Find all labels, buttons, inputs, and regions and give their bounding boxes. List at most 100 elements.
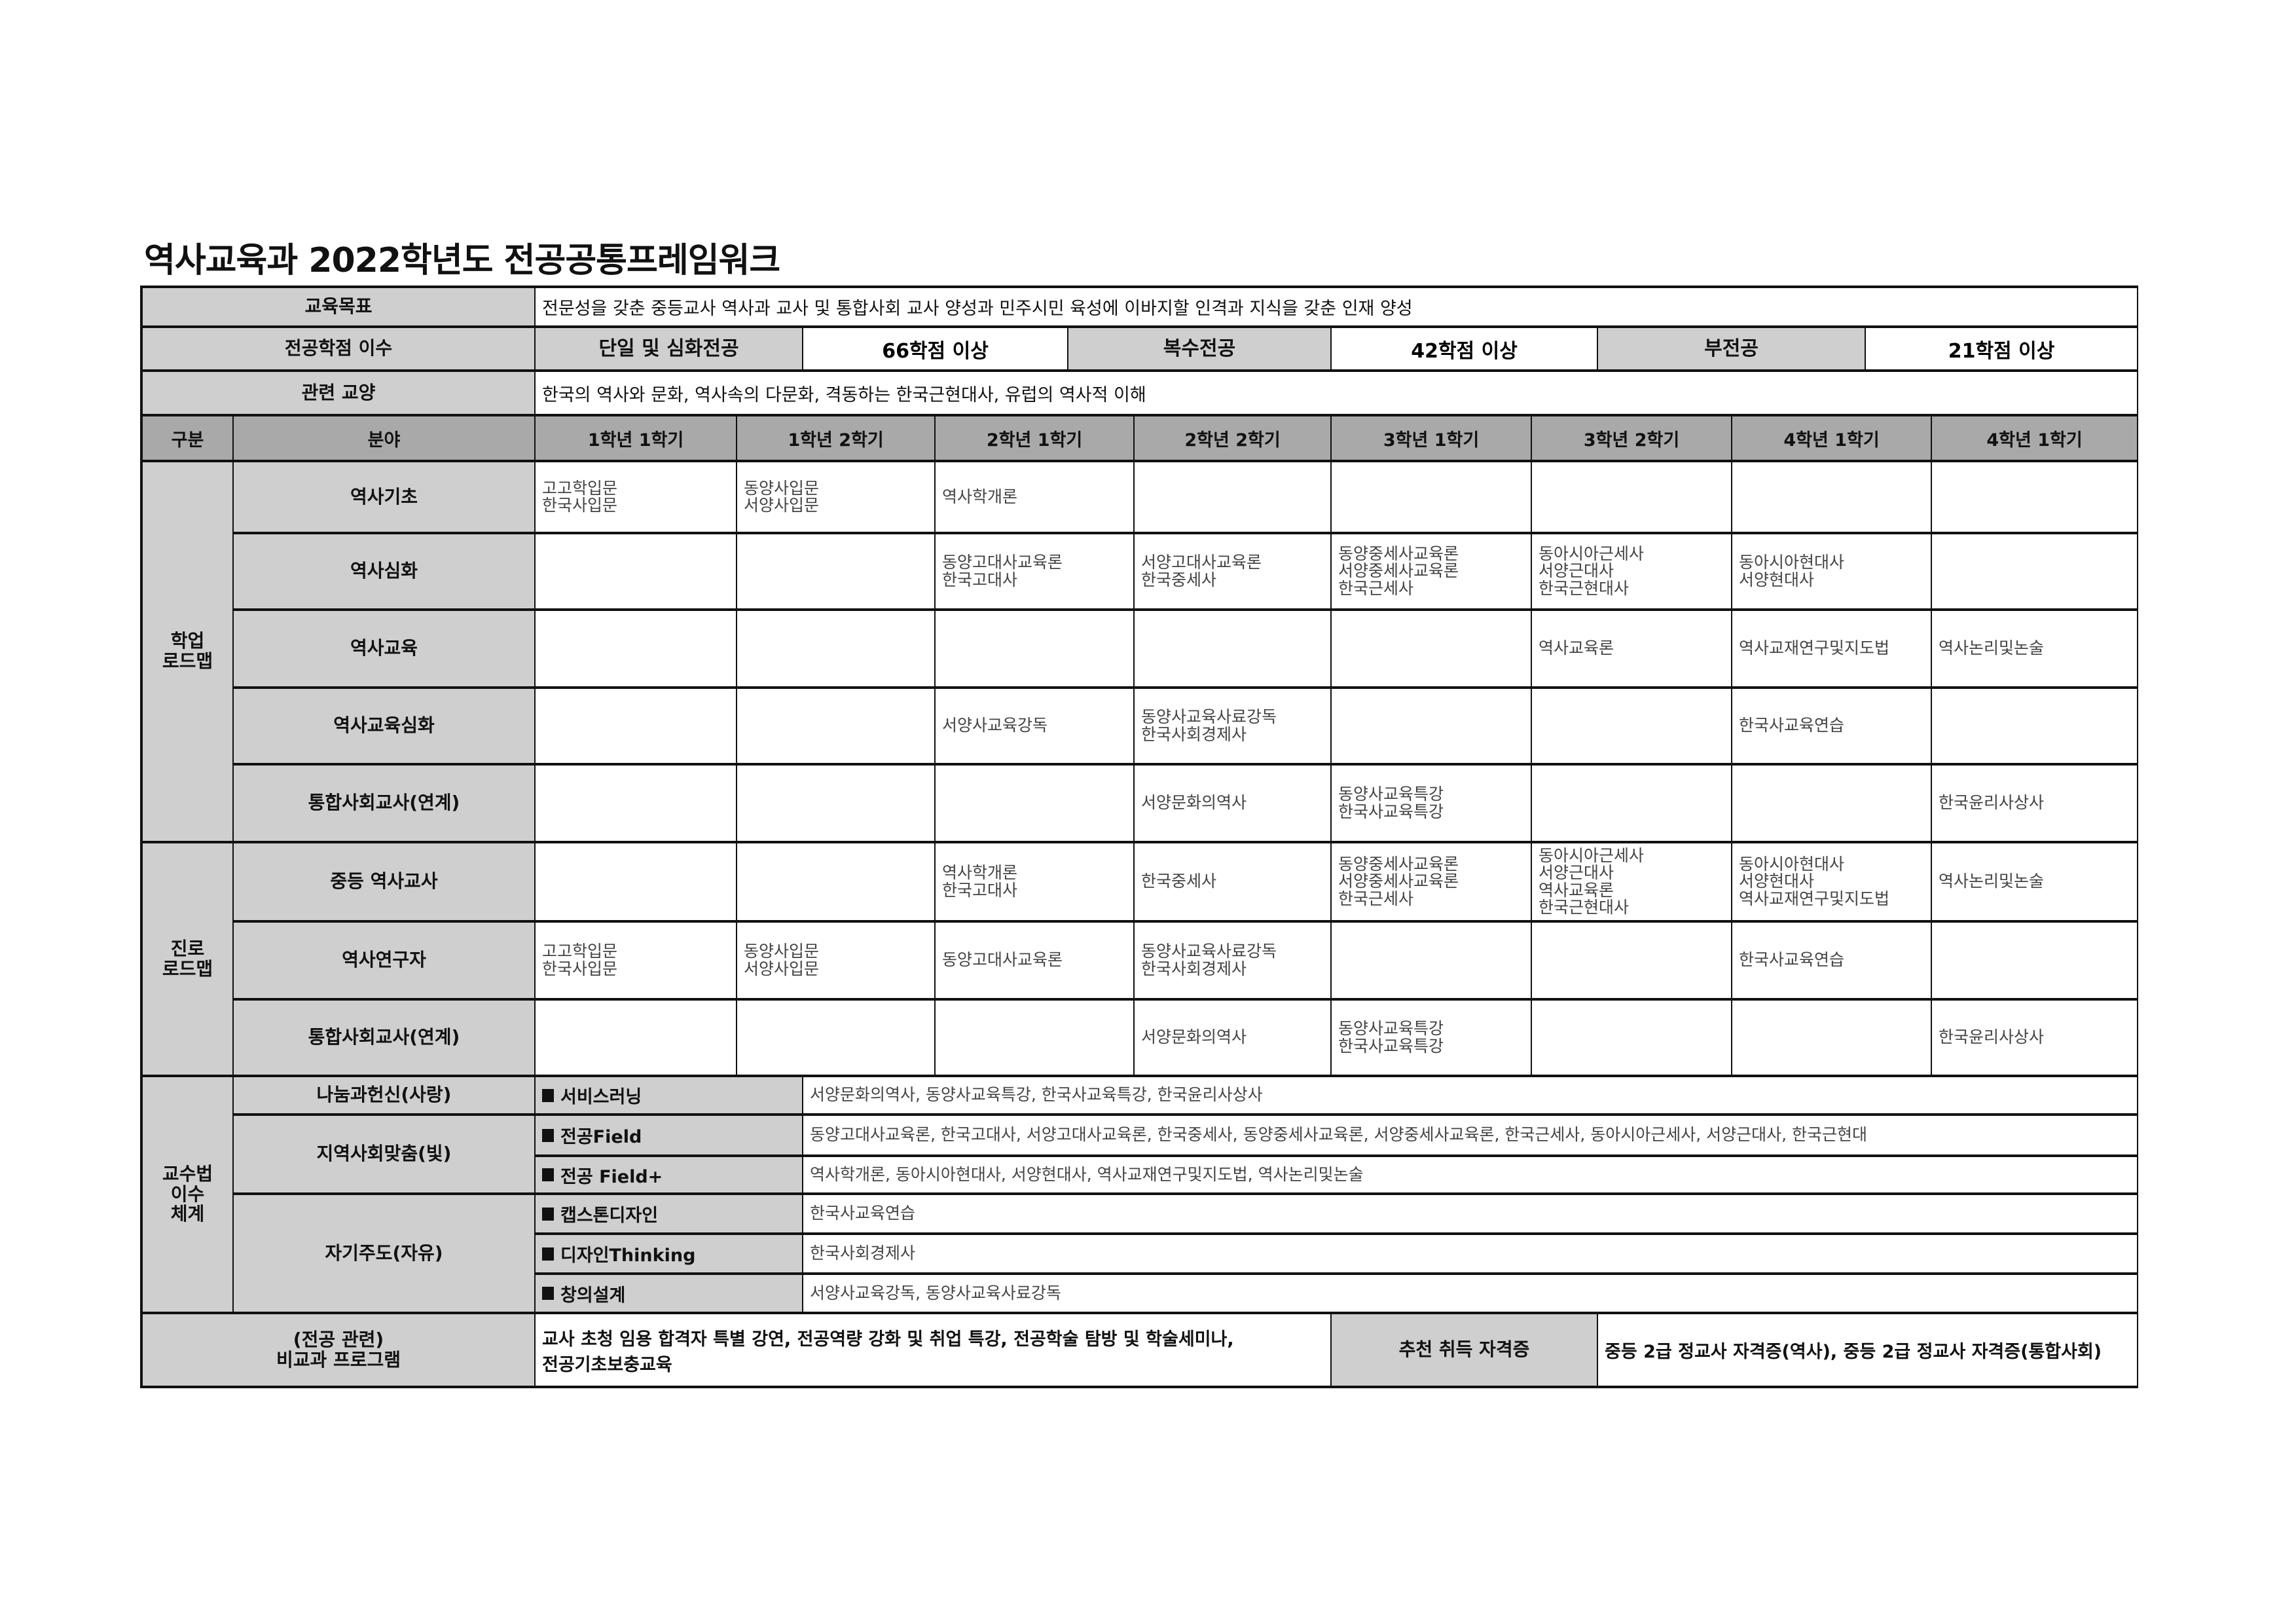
course-cell: 한국윤리사상사	[1932, 1001, 2137, 1075]
academic-category-label: 학업 로드맵	[143, 462, 232, 841]
minor-label: 부전공	[1598, 328, 1865, 369]
course-cell	[536, 611, 736, 686]
course-cell: 동양고대사교육론 한국고대사	[936, 534, 1133, 608]
header-field: 분야	[234, 416, 534, 460]
method-type-label: 캡스톤디자인	[536, 1195, 802, 1232]
course-cell: 동양사입문 서양사입문	[737, 462, 934, 532]
single-major-label: 단일 및 심화전공	[536, 328, 802, 369]
method-group-label: 지역사회맞춤(빛)	[234, 1116, 534, 1192]
course-cell: 역사학개론	[936, 462, 1133, 532]
related-label: 관련 교양	[143, 372, 534, 414]
method-type-label: 전공 Field+	[536, 1157, 802, 1192]
certificate-label: 추천 취득 자격증	[1332, 1314, 1597, 1386]
course-cell	[536, 534, 736, 608]
course-cell	[1332, 689, 1531, 763]
method-type-text: 전공Field	[560, 1127, 642, 1147]
course-cell	[1932, 923, 2137, 998]
header-semester: 4학년 1학기	[1932, 416, 2137, 460]
method-type-label: 전공Field	[536, 1116, 802, 1154]
course-cell	[1332, 923, 1531, 998]
method-courses: 한국사회경제사	[803, 1235, 2137, 1272]
course-cell	[1932, 534, 2137, 608]
course-cell: 동아시아현대사 서양현대사	[1732, 534, 1931, 608]
square-bullet-icon	[542, 1207, 554, 1221]
method-type-text: 전공 Field+	[560, 1166, 663, 1187]
double-major-label: 복수전공	[1068, 328, 1330, 369]
method-type-text: 서비스러닝	[560, 1087, 642, 1107]
course-cell	[1532, 462, 1731, 532]
course-cell	[936, 1001, 1133, 1075]
course-cell	[536, 766, 736, 841]
method-courses: 동양고대사교육론, 한국고대사, 서양고대사교육론, 한국중세사, 동양중세사교…	[803, 1116, 2137, 1154]
course-cell	[1732, 462, 1931, 532]
credits-label: 전공학점 이수	[143, 328, 534, 369]
framework-table: 교육목표 전문성을 갖춘 중등교사 역사과 교사 및 통합사회 교사 양성과 민주…	[140, 286, 2138, 1388]
course-cell: 한국사교육연습	[1732, 923, 1931, 998]
square-bullet-icon	[542, 1287, 554, 1300]
course-cell: 동양사교육사료강독 한국사회경제사	[1135, 689, 1330, 763]
course-cell: 서양사교육강독	[936, 689, 1133, 763]
course-cell: 한국윤리사상사	[1932, 766, 2137, 841]
header-semester: 1학년 1학기	[536, 416, 736, 460]
course-cell: 한국사교육연습	[1732, 689, 1931, 763]
square-bullet-icon	[542, 1247, 554, 1261]
course-cell	[1932, 689, 2137, 763]
course-cell: 한국중세사	[1135, 843, 1330, 920]
single-major-value: 66학점 이상	[803, 328, 1067, 369]
page-title: 역사교육과 2022학년도 전공공통프레임워크	[144, 241, 780, 280]
course-cell	[1532, 689, 1731, 763]
course-cell	[1135, 611, 1330, 686]
method-courses: 한국사교육연습	[803, 1195, 2137, 1232]
course-cell	[737, 843, 934, 920]
course-cell: 서양문화의역사	[1135, 766, 1330, 841]
course-cell	[1732, 766, 1931, 841]
square-bullet-icon	[542, 1168, 554, 1181]
course-cell	[1932, 462, 2137, 532]
course-cell: 동양사입문 서양사입문	[737, 923, 934, 998]
method-type-text: 디자인Thinking	[560, 1246, 696, 1266]
course-cell: 역사논리및논술	[1932, 843, 2137, 920]
square-bullet-icon	[542, 1088, 554, 1102]
course-cell: 역사교재연구및지도법	[1732, 611, 1931, 686]
double-major-value: 42학점 이상	[1332, 328, 1597, 369]
course-cell: 역사학개론 한국고대사	[936, 843, 1133, 920]
extracurricular-text: 교사 초청 임용 합격자 특별 강연, 전공역량 강화 및 취업 특강, 전공학…	[536, 1314, 1330, 1386]
course-cell	[536, 689, 736, 763]
academic-field-label: 통합사회교사(연계)	[234, 766, 534, 841]
course-cell	[737, 534, 934, 608]
header-semester: 4학년 1학기	[1732, 416, 1931, 460]
course-cell	[1135, 462, 1330, 532]
course-cell: 동아시아현대사 서양현대사 역사교재연구및지도법	[1732, 843, 1931, 920]
course-cell	[536, 843, 736, 920]
course-cell	[1532, 766, 1731, 841]
course-cell	[1532, 1001, 1731, 1075]
course-cell	[737, 611, 934, 686]
method-type-text: 창의설계	[560, 1285, 626, 1306]
method-courses: 역사학개론, 동아시아현대사, 서양현대사, 역사교재연구및지도법, 역사논리및…	[803, 1157, 2137, 1192]
method-group-label: 자기주도(자유)	[234, 1195, 534, 1312]
course-cell	[936, 611, 1133, 686]
header-semester: 3학년 2학기	[1532, 416, 1731, 460]
course-cell	[1532, 923, 1731, 998]
method-category-label: 교수법 이수 체계	[143, 1077, 232, 1312]
method-type-label: 서비스러닝	[536, 1077, 802, 1113]
course-cell: 역사논리및논술	[1932, 611, 2137, 686]
course-cell	[936, 766, 1133, 841]
academic-field-label: 역사심화	[234, 534, 534, 608]
academic-field-label: 역사교육심화	[234, 689, 534, 763]
header-semester: 2학년 2학기	[1135, 416, 1330, 460]
course-cell	[737, 766, 934, 841]
course-cell: 서양문화의역사	[1135, 1001, 1330, 1075]
header-semester: 1학년 2학기	[737, 416, 934, 460]
academic-field-label: 역사교육	[234, 611, 534, 686]
method-type-label: 창의설계	[536, 1275, 802, 1312]
course-cell: 동양사교육사료강독 한국사회경제사	[1135, 923, 1330, 998]
career-field-label: 중등 역사교사	[234, 843, 534, 920]
course-cell: 동양고대사교육론	[936, 923, 1133, 998]
header-category: 구분	[143, 416, 232, 460]
career-category-label: 진로 로드맵	[143, 843, 232, 1075]
course-cell: 동양사교육특강 한국사교육특강	[1332, 766, 1531, 841]
method-courses: 서양사교육강독, 동양사교육사료강독	[803, 1275, 2137, 1312]
course-cell: 동양사교육특강 한국사교육특강	[1332, 1001, 1531, 1075]
course-cell: 고고학입문 한국사입문	[536, 923, 736, 998]
